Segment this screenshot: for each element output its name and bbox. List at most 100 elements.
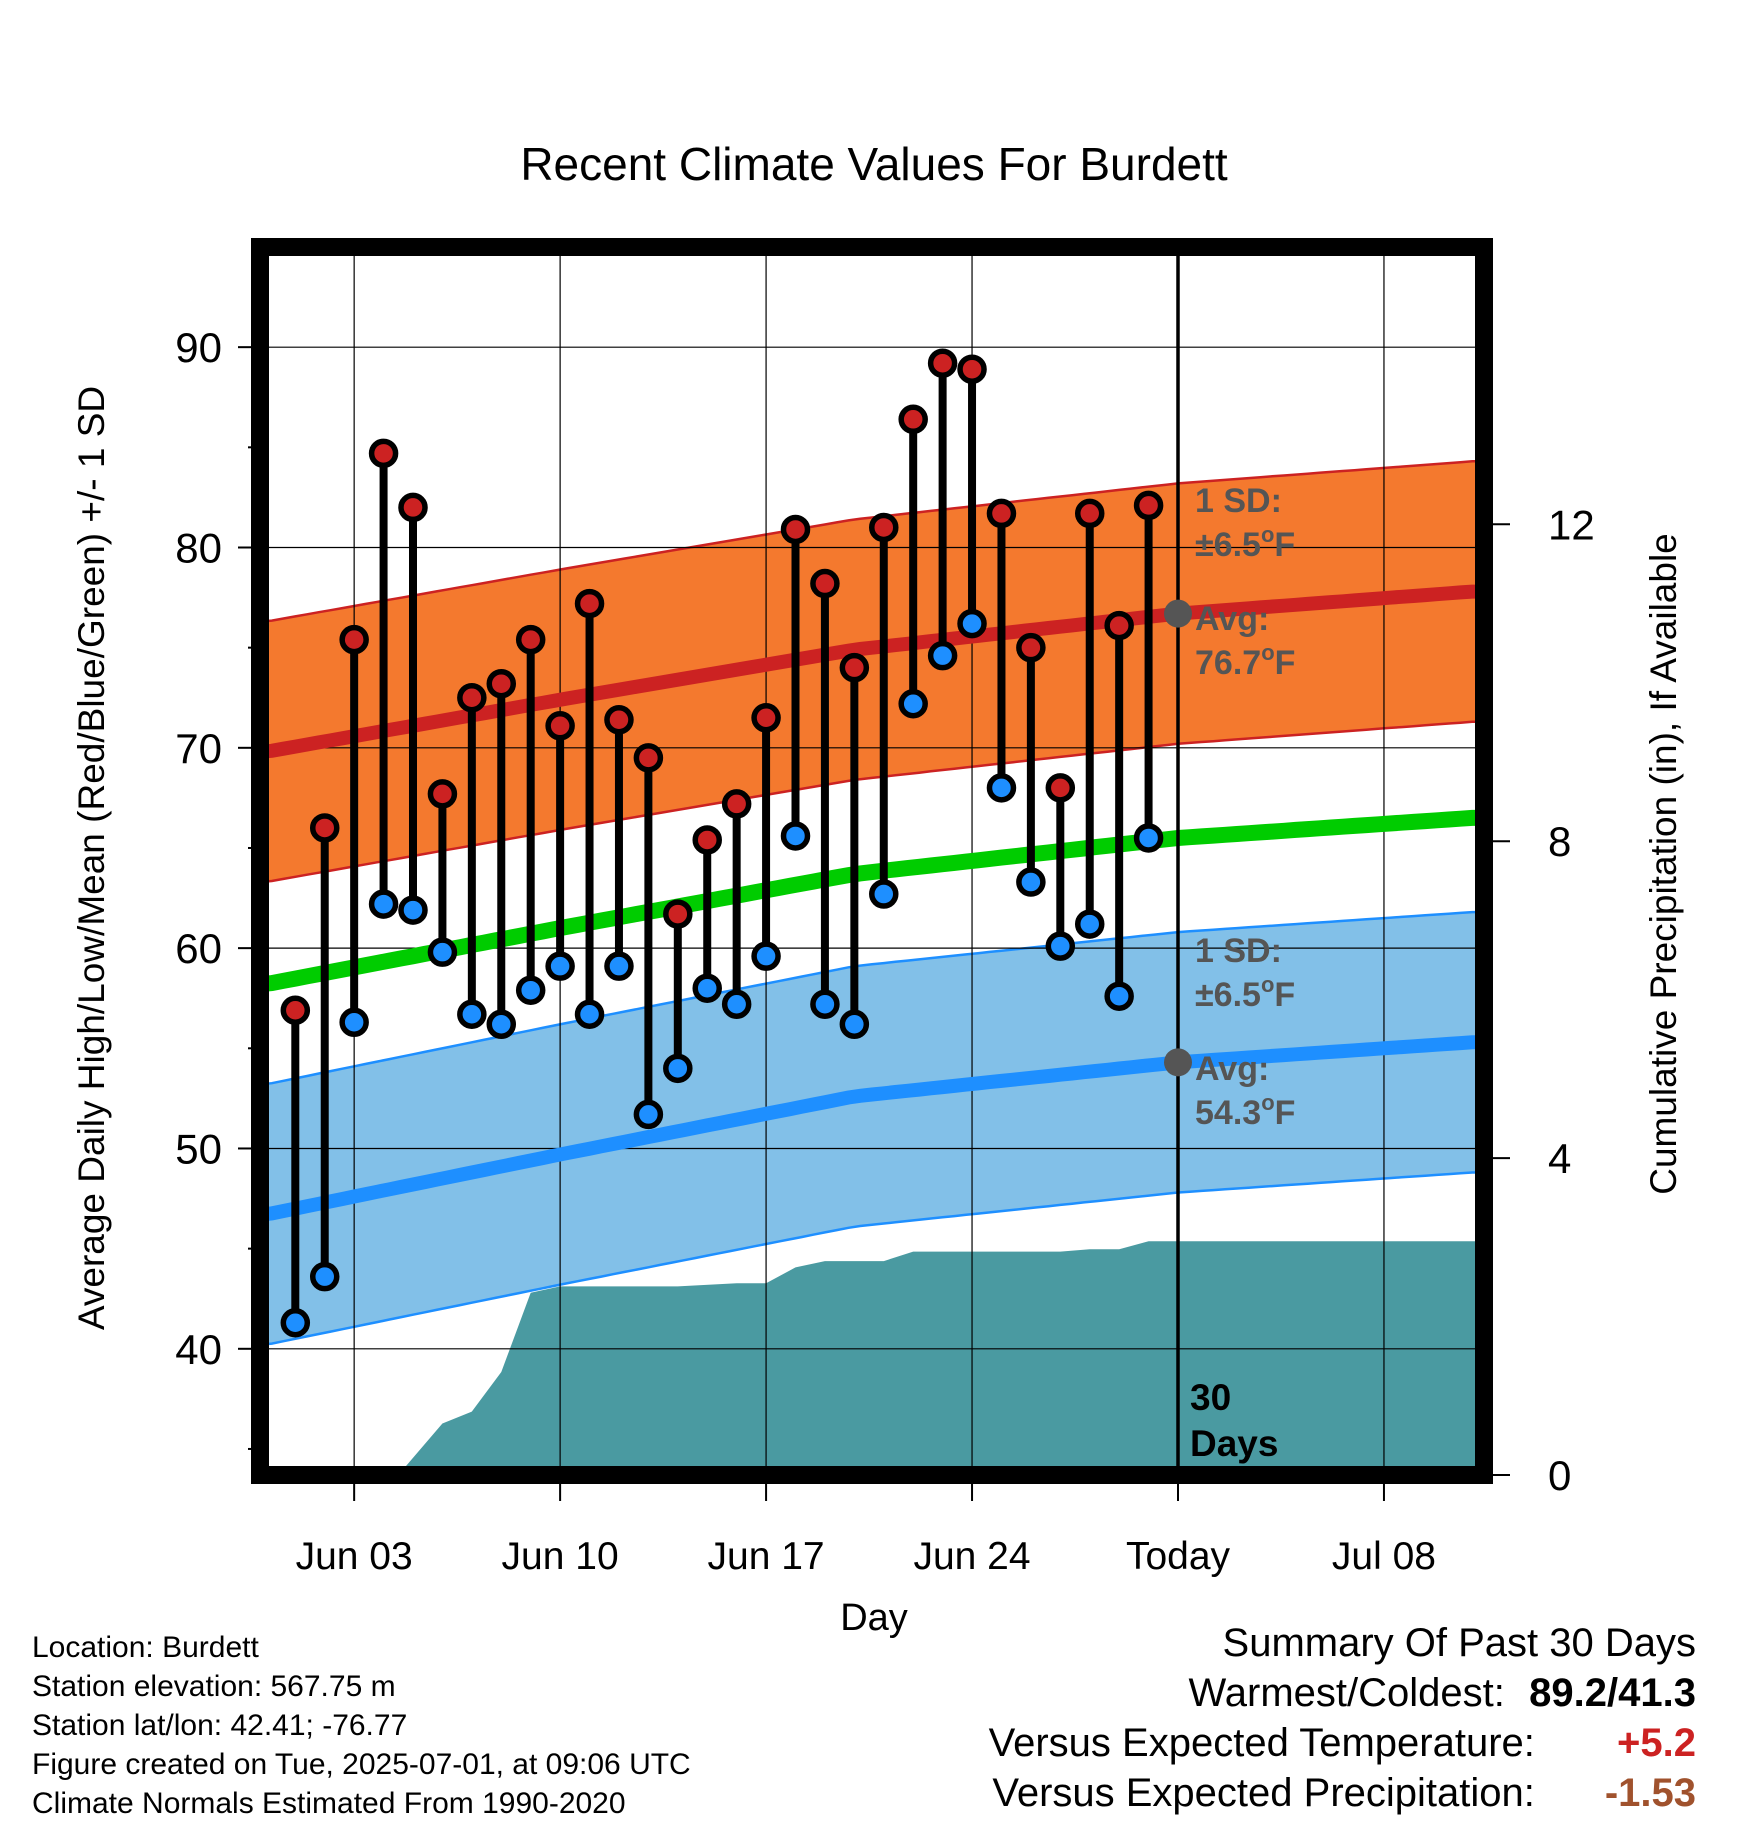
daily-high-point	[692, 825, 722, 855]
info-normals: Climate Normals Estimated From 1990-2020	[32, 1787, 626, 1820]
daily-high-point	[986, 498, 1017, 529]
x-tick-label: Jun 10	[502, 1535, 619, 1578]
plot-frame	[251, 238, 1493, 1484]
daily-low-point	[545, 951, 575, 981]
daily-high-point	[604, 705, 634, 735]
daily-high-point	[339, 624, 369, 655]
low-sd-lower-edge	[260, 1171, 1484, 1347]
daily-low-point	[486, 1009, 517, 1040]
x-tick-label: Today	[1126, 1535, 1231, 1578]
days-label: 30	[1190, 1377, 1231, 1418]
station-info: Location: Burdett Station elevation: 567…	[32, 1628, 691, 1823]
daily-high-point	[1045, 773, 1076, 803]
summary-temp-row: Versus Expected Temperature: +5.2	[989, 1718, 1696, 1768]
info-created: Figure created on Tue, 2025-07-01, at 09…	[32, 1748, 691, 1781]
y2-tick-label: 12	[1548, 501, 1595, 548]
daily-high-point	[368, 438, 399, 469]
daily-low-point	[1104, 981, 1134, 1011]
days-label: Days	[1190, 1423, 1278, 1464]
daily-high-point	[1074, 498, 1105, 529]
low-sd-value: ±6.5oF	[1195, 972, 1295, 1014]
high-sd-value: ±6.5oF	[1195, 522, 1295, 564]
warm-cold-label: Warmest/Coldest:	[1188, 1671, 1505, 1715]
daily-low-point	[721, 989, 752, 1019]
y-tick-label: 70	[175, 725, 222, 772]
daily-low-point	[574, 999, 605, 1029]
low-sd-label: 1 SD:	[1195, 932, 1282, 970]
high-sd-lower-edge	[260, 720, 1484, 884]
summary-precip-row: Versus Expected Precipitation: -1.53	[989, 1768, 1696, 1818]
low-avg-value: 54.3oF	[1195, 1090, 1295, 1132]
high-sd-label: 1 SD:	[1195, 482, 1282, 520]
temp-value: +5.2	[1617, 1721, 1696, 1765]
high-avg-label: Avg:	[1195, 600, 1269, 638]
daily-low-point	[1133, 823, 1164, 853]
daily-high-point	[1016, 632, 1046, 663]
y2-tick-label: 0	[1548, 1452, 1571, 1499]
daily-high-point	[810, 568, 840, 599]
x-tick-label: Jul 08	[1332, 1535, 1436, 1578]
y-tick-label: 60	[175, 925, 222, 972]
y-axis-label: Average Daily High/Low/Mean (Red/Blue/Gr…	[71, 386, 112, 1330]
daily-low-point	[1045, 931, 1076, 961]
daily-high-point	[515, 624, 546, 655]
daily-low-point	[986, 773, 1017, 803]
daily-low-point	[1016, 867, 1046, 897]
daily-high-point	[1104, 610, 1134, 641]
y2-tick-label: 8	[1548, 818, 1571, 865]
daily-high-point	[957, 354, 987, 384]
daily-high-point	[633, 743, 664, 773]
y2-tick-label: 4	[1548, 1135, 1571, 1182]
y2-axis-label: Cumulative Precipitation (in), If Availa…	[1643, 533, 1684, 1195]
x-axis-label: Day	[840, 1597, 908, 1639]
low-avg-label: Avg:	[1195, 1050, 1269, 1088]
daily-high-point	[869, 512, 899, 543]
x-tick-label: Jun 17	[708, 1535, 825, 1578]
precip-value: -1.53	[1604, 1771, 1696, 1815]
daily-high-point	[486, 668, 517, 699]
daily-high-point	[398, 492, 428, 523]
daily-low-point	[957, 608, 987, 639]
daily-low-point	[309, 1261, 340, 1292]
daily-low-point	[1074, 909, 1105, 939]
daily-high-point	[1133, 490, 1164, 521]
daily-low-point	[339, 1007, 369, 1038]
x-tick-label: Jun 03	[296, 1535, 413, 1578]
daily-low-point	[692, 973, 722, 1003]
y-tick-label: 40	[175, 1326, 222, 1373]
high-sd-upper-edge	[260, 460, 1484, 623]
low-sd-upper-edge	[260, 910, 1484, 1086]
low-avg-marker	[1164, 1048, 1192, 1077]
daily-low-point	[280, 1308, 311, 1338]
info-location: Location: Burdett	[32, 1631, 259, 1664]
info-latlon: Station lat/lon: 42.41; -76.77	[32, 1709, 408, 1742]
daily-low-point	[751, 941, 781, 971]
daily-high-point	[898, 404, 928, 435]
y-tick-label: 50	[175, 1125, 222, 1172]
daily-low-point	[368, 889, 399, 919]
high-avg-marker	[1164, 599, 1192, 628]
daily-low-point	[398, 895, 428, 925]
summary-warm-cold-row: Warmest/Coldest: 89.2/41.3	[989, 1668, 1697, 1718]
daily-low-point	[810, 989, 840, 1019]
daily-high-point	[721, 789, 752, 819]
warm-cold-value: 89.2/41.3	[1529, 1671, 1696, 1715]
daily-high-point	[839, 652, 870, 683]
summary-panel: Summary Of Past 30 Days Warmest/Coldest:…	[989, 1618, 1696, 1818]
x-tick-label: Jun 24	[913, 1535, 1030, 1578]
daily-high-point	[309, 813, 340, 843]
daily-high-point	[545, 711, 575, 741]
daily-low-point	[515, 975, 546, 1005]
high-avg-value: 76.7oF	[1195, 640, 1295, 682]
low-normal-line	[260, 1035, 1484, 1222]
daily-low-point	[927, 640, 958, 671]
daily-low-point	[780, 821, 811, 851]
daily-high-point	[280, 995, 311, 1025]
daily-high-point	[927, 348, 958, 378]
daily-low-point	[663, 1053, 693, 1084]
daily-high-point	[780, 514, 811, 545]
daily-low-point	[869, 879, 899, 909]
